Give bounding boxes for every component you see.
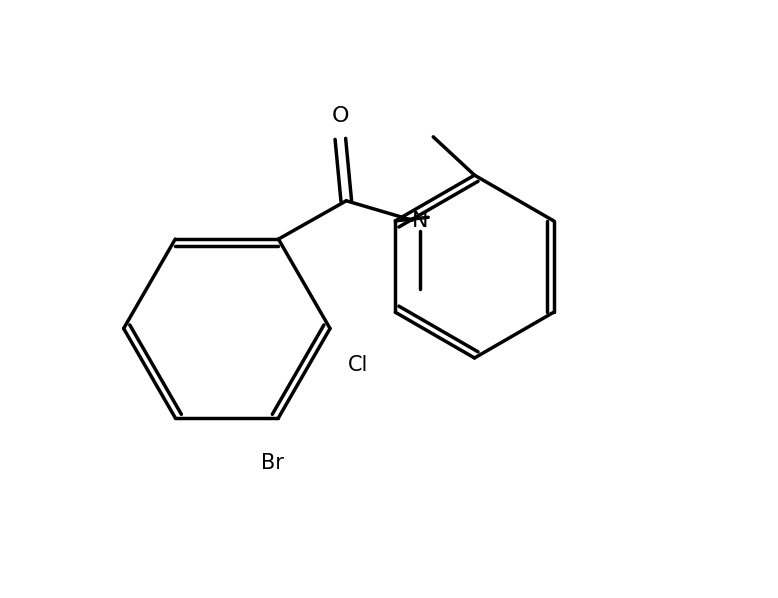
Text: Br: Br (261, 453, 284, 473)
Text: N: N (412, 212, 428, 231)
Text: Cl: Cl (348, 355, 368, 375)
Text: O: O (331, 106, 349, 126)
